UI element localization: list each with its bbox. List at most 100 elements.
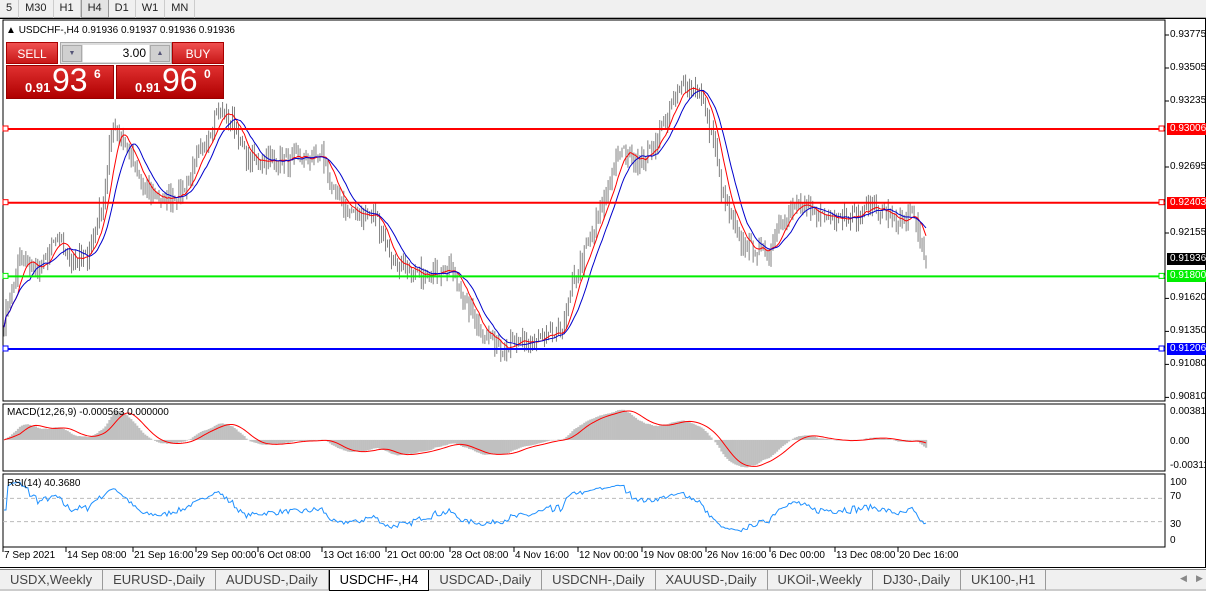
macd-histogram-bar [237,431,240,440]
increase-lot-icon[interactable]: ▲ [150,45,170,62]
macd-histogram-bar [640,421,644,440]
tab-scroll-right-icon[interactable]: ▶ [1196,573,1203,583]
chart-tab[interactable]: USDX,Weekly [0,570,104,590]
chart-tab[interactable]: USDCHF-,H4 [328,570,430,591]
macd-histogram-bar [285,439,288,443]
macd-histogram-bar [171,439,175,444]
macd-histogram-bar [475,439,479,453]
sell-button[interactable]: SELL [6,42,58,64]
buy-button[interactable]: BUY [172,42,224,64]
price-axis-label: 0.93775 [1170,29,1206,40]
timeframe-5[interactable]: 5 [0,0,20,18]
macd-histogram-bar [664,424,667,440]
macd-histogram-bar [116,410,119,440]
macd-histogram-bar [34,426,37,440]
timeframe-MN[interactable]: MN [165,0,196,18]
time-axis-label: 29 Sep 00:00 [197,550,257,561]
timeframe-H1[interactable]: H1 [54,0,81,18]
macd-histogram-bar [195,434,198,440]
buy-price[interactable]: 0.91 96 0 [116,62,224,99]
macd-histogram-bar [511,439,514,451]
macd-axis-min: -0.003115 [1170,460,1206,471]
macd-histogram-bar [40,428,43,440]
macd-histogram-bar [380,439,383,450]
hline-price-label: 0.91206 [1167,342,1206,355]
timeframe-D1[interactable]: D1 [109,0,136,18]
line-anchor-handle [2,345,9,352]
macd-histogram-bar [30,425,34,440]
macd-histogram-bar [396,439,399,456]
macd-histogram-bar [473,439,477,452]
macd-histogram-bar [907,439,910,442]
macd-histogram-bar [303,439,306,442]
macd-histogram-bar [88,436,91,440]
macd-histogram-bar [781,439,785,447]
tab-scroll-left-icon[interactable]: ◀ [1180,573,1187,583]
macd-histogram-bar [779,439,783,448]
macd-histogram-bar [706,432,709,440]
macd-histogram-bar [221,423,224,440]
sell-price[interactable]: 0.91 93 6 [6,62,114,99]
macd-histogram-bar [885,439,888,440]
macd-histogram-bar [704,431,707,440]
lot-size-stepper[interactable]: ▼ 3.00 ▲ [60,42,172,64]
chart-tab[interactable]: EURUSD-,Daily [103,570,216,590]
macd-histogram-bar [579,425,582,440]
chart-tab[interactable]: UK100-,H1 [961,570,1047,590]
macd-histogram-bar [825,438,828,440]
macd-histogram-bar [764,439,767,460]
macd-histogram-bar [638,420,642,440]
macd-histogram-bar [680,420,683,440]
price-axis-label: 0.93235 [1170,95,1206,106]
macd-histogram-bar [611,412,614,440]
macd-histogram-bar [557,439,560,440]
macd-histogram-bar [658,425,661,440]
macd-histogram-bar [94,434,97,440]
macd-histogram-bar [223,423,226,440]
macd-histogram-bar [595,417,598,440]
hline-price-label: 0.93006 [1167,122,1206,135]
macd-histogram-bar [479,439,483,454]
macd-histogram-bar [122,412,125,440]
timeframe-M30[interactable]: M30 [19,0,54,18]
macd-histogram-bar [925,439,928,448]
macd-histogram-bar [809,435,812,440]
timeframe-H4[interactable]: H4 [80,0,109,18]
chart-tab[interactable]: DJ30-,Daily [873,570,961,590]
fast-moving-average [3,87,927,349]
price-axis-label: 0.93505 [1170,62,1206,73]
macd-histogram-bar [692,423,695,440]
macd-histogram-bar [436,439,439,448]
macd-histogram-bar [400,439,403,455]
timeframe-W1[interactable]: W1 [136,0,166,18]
macd-histogram-bar [386,439,389,452]
macd-histogram-bar [889,439,892,440]
hline-price-label: 0.92403 [1167,196,1206,209]
chart-tab[interactable]: USDCNH-,Daily [542,570,656,590]
macd-histogram-bar [897,439,900,442]
macd-histogram-bar [883,438,886,440]
macd-histogram-bar [233,427,236,440]
chart-tab[interactable]: UKOil-,Weekly [768,570,873,590]
macd-histogram-bar [601,415,604,440]
macd-histogram-bar [414,439,417,454]
macd-histogram-bar [444,439,447,446]
macd-histogram-bar [507,439,510,453]
macd-histogram-bar [48,428,51,440]
decrease-lot-icon[interactable]: ▼ [62,45,82,62]
lot-size-input[interactable]: 3.00 [83,45,149,62]
macd-signal-line [3,410,927,467]
macd-histogram-bar [189,438,192,440]
collapse-triangle-icon[interactable]: ▲ [6,25,16,36]
macd-histogram-bar [267,439,270,445]
chart-tab[interactable]: XAUUSD-,Daily [656,570,768,590]
macd-histogram-bar [44,428,47,440]
main-chart-frame [2,19,1166,402]
macd-histogram-bar [509,439,512,452]
macd-histogram-bar [656,426,659,440]
chart-tab[interactable]: AUDUSD-,Daily [216,570,329,590]
chart-tab[interactable]: USDCAD-,Daily [429,570,543,590]
macd-histogram-bar [340,439,344,450]
macd-histogram-bar [678,420,681,440]
